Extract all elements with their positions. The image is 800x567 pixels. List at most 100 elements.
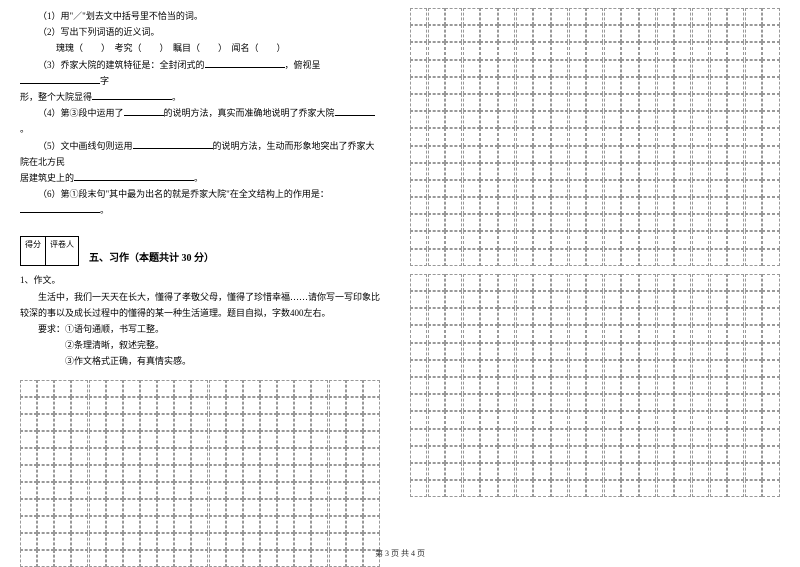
grid-cell xyxy=(745,214,762,231)
grid-cell xyxy=(692,274,709,291)
q6-b: 。 xyxy=(100,205,109,215)
grid-cell xyxy=(551,180,568,197)
grid-cell xyxy=(533,60,550,77)
grid-cell xyxy=(762,146,779,163)
grid-cell xyxy=(277,499,294,516)
grid-cell xyxy=(191,533,208,550)
writing-grid-right-top xyxy=(410,8,780,266)
grid-cell xyxy=(363,431,380,448)
grid-cell xyxy=(692,394,709,411)
grid-cell xyxy=(123,533,140,550)
grid-cell xyxy=(123,431,140,448)
grid-cell xyxy=(516,163,533,180)
grid-cell xyxy=(20,380,37,397)
grid-cell xyxy=(428,128,445,145)
q3-e: 。 xyxy=(172,92,181,102)
grid-cell xyxy=(727,8,744,25)
grid-cell xyxy=(157,414,174,431)
grid-cell xyxy=(463,360,480,377)
grid-cell xyxy=(586,360,603,377)
grid-cell xyxy=(37,465,54,482)
grid-cell xyxy=(657,25,674,42)
grid-cell xyxy=(329,533,346,550)
grid-cell xyxy=(346,448,363,465)
grid-cell xyxy=(123,380,140,397)
grid-cell xyxy=(410,308,427,325)
grid-cell xyxy=(533,231,550,248)
grid-cell xyxy=(106,499,123,516)
grid-cell xyxy=(54,533,71,550)
grid-cell xyxy=(516,94,533,111)
grid-cell xyxy=(363,465,380,482)
grid-cell xyxy=(657,231,674,248)
grid-cell xyxy=(480,308,497,325)
grid-cell xyxy=(410,8,427,25)
grid-cell xyxy=(639,111,656,128)
grid-cell xyxy=(745,343,762,360)
grid-cell xyxy=(277,431,294,448)
grid-cell xyxy=(639,274,656,291)
grid-cell xyxy=(762,411,779,428)
grid-cell xyxy=(463,214,480,231)
grid-cell xyxy=(480,128,497,145)
grid-cell xyxy=(674,411,691,428)
grid-cell xyxy=(410,249,427,266)
grid-cell xyxy=(363,414,380,431)
grid-cell xyxy=(20,516,37,533)
grid-cell xyxy=(621,25,638,42)
grid-cell xyxy=(311,465,328,482)
grid-cell xyxy=(551,308,568,325)
grid-cell xyxy=(498,394,515,411)
grid-cell xyxy=(586,77,603,94)
grid-cell xyxy=(621,111,638,128)
grid-cell xyxy=(762,111,779,128)
grid-cell xyxy=(674,231,691,248)
grid-cell xyxy=(762,308,779,325)
grid-cell xyxy=(209,482,226,499)
q3-b: ，俯视呈 xyxy=(285,60,321,70)
grid-cell xyxy=(243,482,260,499)
grid-cell xyxy=(710,146,727,163)
grid-cell xyxy=(463,128,480,145)
grid-cell xyxy=(727,463,744,480)
grid-cell xyxy=(551,197,568,214)
grid-cell xyxy=(123,516,140,533)
grid-cell xyxy=(157,465,174,482)
grid-cell xyxy=(37,448,54,465)
grid-cell xyxy=(551,411,568,428)
grid-cell xyxy=(586,25,603,42)
grid-cell xyxy=(346,482,363,499)
grid-cell xyxy=(410,214,427,231)
grid-cell xyxy=(445,480,462,497)
grid-cell xyxy=(551,249,568,266)
grid-cell xyxy=(710,249,727,266)
grid-cell xyxy=(174,414,191,431)
grid-cell xyxy=(346,533,363,550)
grid-cell xyxy=(428,180,445,197)
grid-cell xyxy=(516,308,533,325)
grid-cell xyxy=(480,343,497,360)
grid-cell xyxy=(551,274,568,291)
grid-cell xyxy=(586,274,603,291)
grid-cell xyxy=(745,197,762,214)
grid-cell xyxy=(533,8,550,25)
grid-cell xyxy=(480,25,497,42)
grid-cell xyxy=(20,448,37,465)
grid-cell xyxy=(498,231,515,248)
grid-cell xyxy=(674,60,691,77)
grid-cell xyxy=(551,128,568,145)
grid-cell xyxy=(311,414,328,431)
grid-cell xyxy=(260,482,277,499)
grid-cell xyxy=(551,377,568,394)
grid-cell xyxy=(480,77,497,94)
grid-cell xyxy=(157,397,174,414)
grid-cell xyxy=(294,516,311,533)
grid-cell xyxy=(569,274,586,291)
grid-cell xyxy=(428,163,445,180)
grid-cell xyxy=(657,446,674,463)
grid-cell xyxy=(762,231,779,248)
grid-cell xyxy=(209,380,226,397)
grid-cell xyxy=(445,94,462,111)
grid-cell xyxy=(604,429,621,446)
grid-cell xyxy=(692,111,709,128)
